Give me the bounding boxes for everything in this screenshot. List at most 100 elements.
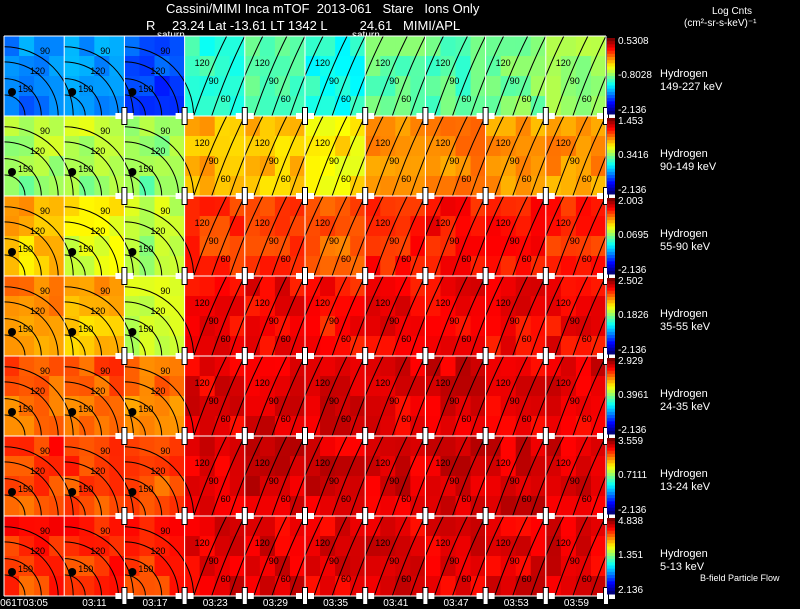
heatmap-cell [380, 216, 396, 237]
colorbar-segment [607, 543, 615, 547]
heatmap-cell [184, 556, 201, 577]
colorbar-segment [607, 57, 615, 61]
heatmap-cell [455, 456, 472, 477]
heatmap-cell [410, 456, 426, 477]
colorbar-mid-label: 0.3961 [618, 390, 649, 401]
x-tick-label: 03:11 [82, 598, 107, 609]
contour-line [3, 366, 74, 437]
contour-label: 90 [569, 316, 580, 326]
heatmap-cell [365, 536, 381, 557]
heatmap-cell [139, 176, 155, 197]
heatmap-cell [259, 416, 276, 437]
heatmap-cell [530, 476, 547, 497]
heatmap-cell [184, 416, 201, 437]
heatmap-cell [440, 396, 456, 417]
heatmap-cell [335, 336, 351, 357]
contour-line [391, 35, 426, 117]
cross-marker [182, 508, 187, 524]
contour-line [211, 355, 246, 437]
colorbar-segment [607, 377, 615, 381]
heatmap-cell [139, 196, 155, 217]
contour-label: 90 [449, 556, 460, 566]
heatmap-cell [305, 156, 321, 177]
cross-marker [423, 508, 428, 524]
heatmap-cell [4, 176, 20, 197]
heatmap-cell [244, 516, 261, 537]
heatmap-cell [575, 536, 592, 557]
contour-line [271, 195, 306, 277]
heatmap-cell [410, 216, 426, 237]
colorbar-segment [607, 430, 615, 435]
heatmap-cell [560, 396, 577, 417]
heatmap-cell [365, 416, 381, 437]
heatmap-cell [575, 516, 592, 537]
heatmap-cell [425, 236, 441, 257]
heatmap-cell [410, 116, 426, 137]
contour-line [64, 46, 134, 117]
colorbar-segment [607, 284, 615, 288]
heatmap-cell [289, 176, 306, 197]
heatmap-cell [169, 516, 186, 537]
colorbar-segment [607, 207, 615, 212]
heatmap-cell [154, 356, 171, 377]
heatmap-cell [109, 516, 125, 537]
heatmap-cell [169, 136, 186, 157]
heatmap-cell [79, 196, 95, 217]
heatmap-cell [425, 516, 441, 537]
cross-marker [242, 268, 247, 284]
contour-line [124, 221, 180, 277]
heatmap-cell [320, 256, 336, 277]
heatmap-cell [470, 316, 487, 337]
heatmap-cell [440, 76, 456, 97]
contour-label: 60 [341, 174, 352, 184]
heatmap-cell [515, 276, 532, 297]
heatmap-cell [305, 36, 321, 57]
heatmap-cell [274, 116, 291, 137]
contour-label: 60 [581, 174, 592, 184]
colorbar-segment [607, 204, 615, 208]
cross-marker [242, 108, 247, 124]
contour-line [313, 355, 348, 437]
heatmap-cell [289, 276, 306, 297]
heatmap-cell [259, 216, 276, 237]
heatmap-cell [184, 76, 201, 97]
heatmap-cell [34, 316, 50, 337]
heatmap-cell [320, 156, 336, 177]
row-species-label: Hydrogen [660, 308, 708, 320]
heatmap-cell [49, 116, 65, 137]
heatmap-cell [124, 336, 140, 357]
heatmap-cell [410, 356, 426, 377]
colorbar-segment [607, 491, 615, 496]
colorbar-segment [607, 396, 615, 400]
heatmap-cell [214, 416, 231, 437]
contour-line [391, 115, 426, 197]
contour-line [124, 141, 180, 197]
heatmap-cell [64, 356, 80, 377]
heatmap-cell [320, 536, 336, 557]
heatmap-cell [485, 356, 502, 377]
heatmap-cell [560, 556, 577, 577]
colorbar-segment [607, 380, 615, 384]
heatmap-cell [34, 396, 50, 417]
heatmap-cell [19, 496, 35, 517]
heatmap-cell [335, 456, 351, 477]
cross-marker [242, 428, 247, 444]
contour-line [124, 238, 163, 277]
heatmap-cell [575, 136, 592, 157]
saturn-marker [68, 88, 77, 96]
heatmap-cell [440, 176, 456, 197]
heatmap-cell [320, 176, 336, 197]
contour-label: 150 [18, 324, 34, 334]
heatmap-cell [560, 256, 577, 277]
contour-line [289, 275, 324, 357]
heatmap-cell [545, 576, 562, 597]
heatmap-cell [365, 256, 381, 277]
heatmap-cell [500, 556, 517, 577]
heatmap-cell [184, 236, 201, 257]
heatmap-cell [154, 116, 171, 137]
heatmap-cell [109, 316, 125, 337]
heatmap-cell [64, 176, 80, 197]
contour-label: 150 [78, 164, 94, 174]
contour-line [452, 115, 487, 197]
heatmap-cell [289, 376, 306, 397]
